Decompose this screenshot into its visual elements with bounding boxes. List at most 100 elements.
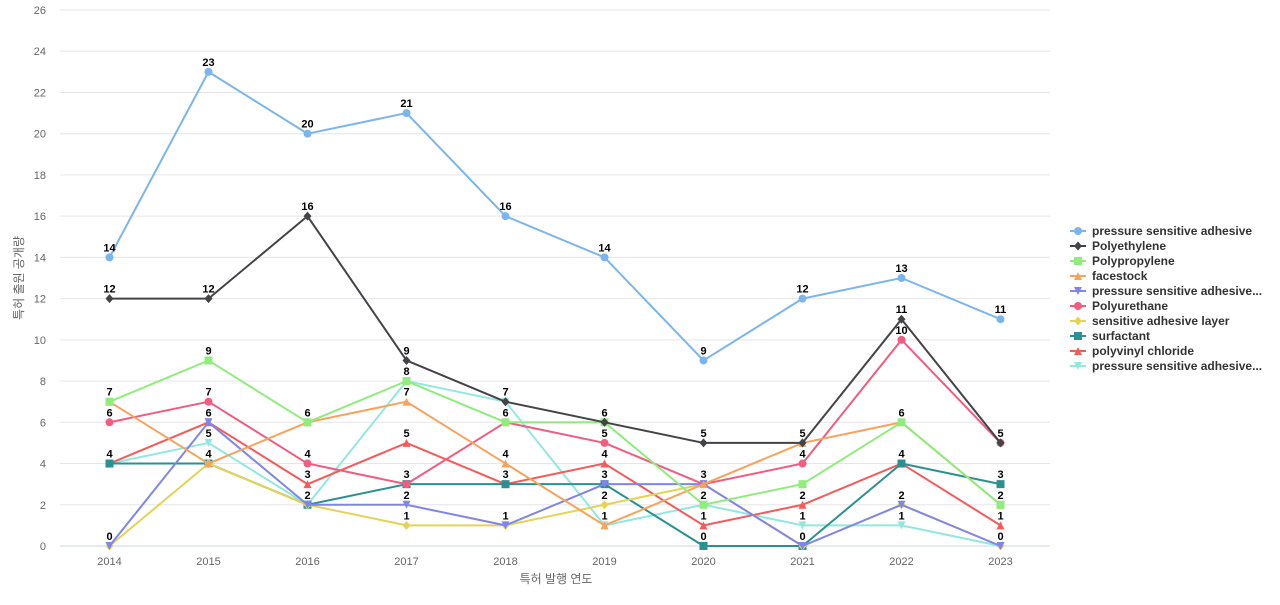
data-point[interactable] — [105, 253, 114, 262]
data-point[interactable] — [501, 480, 510, 489]
data-point[interactable] — [699, 500, 708, 509]
data-point[interactable] — [798, 500, 807, 509]
data-point[interactable] — [402, 480, 411, 489]
data-point[interactable] — [600, 480, 609, 489]
data-point[interactable] — [600, 253, 609, 262]
data-point[interactable] — [996, 315, 1005, 324]
data-point[interactable] — [798, 480, 807, 489]
data-point[interactable] — [699, 356, 708, 365]
data-point[interactable] — [996, 521, 1005, 530]
legend-item[interactable]: Polypropylene — [1070, 254, 1175, 268]
series-line[interactable] — [108, 400, 1002, 527]
series-line[interactable] — [108, 421, 1001, 547]
data-point[interactable] — [600, 521, 609, 530]
legend-item[interactable]: pressure sensitive adhesive... — [1070, 359, 1262, 373]
data-point[interactable] — [105, 459, 114, 468]
data-point[interactable] — [897, 274, 906, 282]
data-point[interactable] — [204, 294, 213, 304]
legend-symbol[interactable] — [1074, 272, 1082, 280]
data-point[interactable] — [699, 521, 708, 530]
data-point[interactable] — [303, 500, 312, 509]
data-point[interactable] — [897, 500, 906, 509]
data-point[interactable] — [996, 500, 1005, 509]
data-point[interactable] — [699, 542, 708, 550]
data-point[interactable] — [798, 438, 807, 448]
series-line[interactable] — [109, 338, 1002, 486]
series-2 — [105, 211, 1005, 448]
data-point[interactable] — [204, 397, 213, 406]
data-point[interactable] — [204, 67, 213, 76]
data-point[interactable] — [798, 521, 807, 530]
legend-item[interactable]: pressure sensitive adhesive — [1070, 224, 1252, 238]
legend-item[interactable]: facestock — [1070, 269, 1148, 283]
data-point[interactable] — [501, 418, 510, 427]
data-point[interactable] — [897, 521, 906, 530]
data-point[interactable] — [798, 459, 807, 468]
legend-symbol[interactable] — [1074, 227, 1082, 235]
data-labels: 1412764023129765420166432219875321167643… — [103, 57, 1006, 543]
legend-item[interactable]: Polyethylene — [1070, 239, 1166, 253]
data-point[interactable] — [501, 459, 510, 468]
legend-symbol[interactable] — [1074, 287, 1082, 295]
series-line[interactable] — [109, 215, 1002, 444]
data-point[interactable] — [402, 500, 411, 509]
legend-symbol[interactable] — [1074, 316, 1082, 326]
data-point[interactable] — [996, 480, 1005, 489]
data-point[interactable] — [600, 459, 609, 468]
data-point[interactable] — [204, 459, 213, 468]
data-point[interactable] — [402, 397, 411, 406]
data-point[interactable] — [600, 500, 609, 510]
data-point[interactable] — [996, 542, 1005, 550]
legend-symbol[interactable] — [1074, 347, 1082, 355]
data-point[interactable] — [699, 480, 708, 489]
data-point[interactable] — [204, 438, 213, 447]
legend-item[interactable]: Polyurethane — [1070, 299, 1168, 313]
data-point[interactable] — [501, 397, 510, 407]
data-point[interactable] — [105, 294, 114, 304]
series-line[interactable] — [108, 70, 1001, 362]
data-point[interactable] — [798, 542, 807, 550]
data-point[interactable] — [303, 459, 312, 468]
data-point[interactable] — [402, 520, 411, 530]
data-point[interactable] — [303, 418, 312, 427]
data-point[interactable] — [897, 459, 906, 468]
data-point[interactable] — [303, 211, 312, 221]
data-point[interactable] — [798, 294, 807, 303]
legend-symbol[interactable] — [1074, 362, 1082, 370]
data-point[interactable] — [600, 438, 609, 447]
y-tick-label: 8 — [40, 376, 46, 388]
data-point[interactable] — [897, 418, 906, 427]
data-point[interactable] — [996, 438, 1005, 448]
data-point[interactable] — [402, 377, 411, 386]
data-point[interactable] — [402, 355, 411, 365]
legend-item[interactable]: pressure sensitive adhesive... — [1070, 284, 1262, 298]
legend-symbol[interactable] — [1074, 332, 1082, 340]
data-point[interactable] — [303, 480, 312, 489]
data-point[interactable] — [204, 418, 213, 427]
series-line[interactable] — [109, 359, 1002, 506]
data-point[interactable] — [402, 438, 411, 447]
legend-item[interactable]: polyvinyl chloride — [1070, 344, 1194, 358]
series-line[interactable] — [109, 421, 1002, 527]
data-point[interactable] — [699, 438, 708, 448]
data-point[interactable] — [105, 542, 114, 550]
legend-item[interactable]: surfactant — [1070, 329, 1150, 343]
legend-label: polyvinyl chloride — [1092, 344, 1194, 358]
data-label: 6 — [898, 407, 904, 419]
data-point[interactable] — [303, 129, 312, 138]
data-point[interactable] — [501, 212, 510, 221]
data-point[interactable] — [402, 109, 411, 118]
data-point[interactable] — [105, 397, 114, 406]
legend-symbol[interactable] — [1074, 257, 1082, 265]
legend-symbol[interactable] — [1074, 302, 1082, 310]
data-label: 2 — [997, 490, 1003, 502]
data-point[interactable] — [897, 335, 906, 344]
data-point[interactable] — [105, 418, 114, 427]
data-point[interactable] — [204, 356, 213, 365]
data-point[interactable] — [600, 417, 609, 427]
data-point[interactable] — [501, 521, 510, 530]
legend-item[interactable]: sensitive adhesive layer — [1070, 314, 1230, 328]
data-point[interactable] — [897, 314, 906, 324]
legend-symbol[interactable] — [1074, 241, 1082, 251]
